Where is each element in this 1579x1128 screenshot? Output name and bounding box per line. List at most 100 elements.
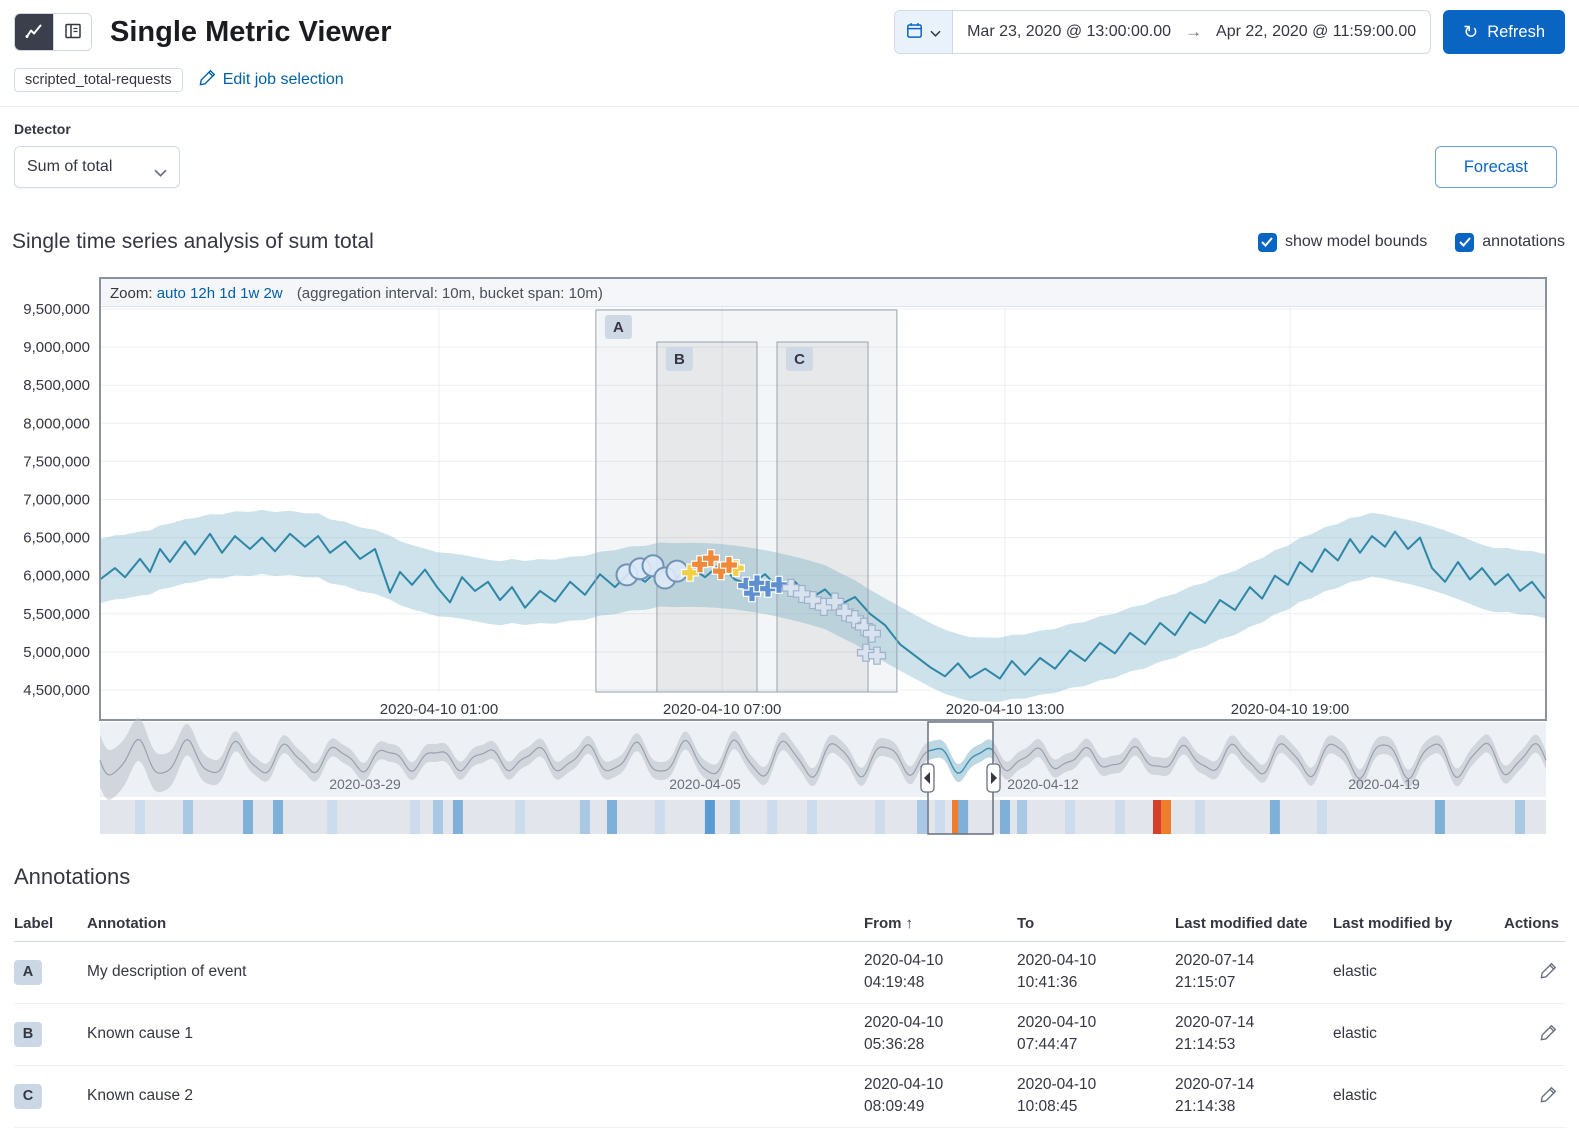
detector-label: Detector xyxy=(14,121,71,137)
show-model-bounds-label: show model bounds xyxy=(1284,233,1428,250)
swimlane-cell[interactable] xyxy=(1269,800,1280,834)
swimlane-cell[interactable] xyxy=(729,800,740,834)
anomaly-marker-cross[interactable] xyxy=(701,549,720,568)
swimlane-cell[interactable] xyxy=(1000,800,1010,834)
show-model-bounds-checkbox[interactable]: show model bounds xyxy=(1257,232,1428,252)
forecast-button[interactable]: Forecast xyxy=(1434,146,1557,188)
annotation-modified-by: elastic xyxy=(1333,963,1377,981)
swimlane-cell[interactable] xyxy=(807,800,817,834)
swimlane-cell[interactable] xyxy=(183,800,193,834)
swimlane-cell[interactable] xyxy=(1194,800,1205,834)
x-axis-label: 2020-04-10 13:00 xyxy=(946,701,1064,718)
brush-handle-right[interactable] xyxy=(986,763,1001,793)
context-axis-label: 2020-04-19 xyxy=(1348,776,1420,792)
zoom-option-12h[interactable]: 12h xyxy=(190,285,219,302)
zoom-label: Zoom: xyxy=(110,285,157,302)
annotation-row: B Known cause 1 2020-04-10 05:36:28 2020-04-… xyxy=(14,1004,1565,1066)
anomaly-marker-cross[interactable] xyxy=(719,555,739,575)
detector-select[interactable]: Sum of total xyxy=(14,146,180,188)
x-axis-label: 2020-04-10 19:00 xyxy=(1231,701,1349,718)
detector-section: Detector Sum of total Forecast xyxy=(0,107,1579,188)
annotation-badge-B[interactable] xyxy=(665,347,693,371)
anomaly-marker-cross[interactable] xyxy=(862,624,881,643)
swimlane-cell[interactable] xyxy=(273,800,283,834)
annotations-section: Annotations Label Annotation From ↑ To La… xyxy=(0,838,1579,1128)
zoom-option-2w[interactable]: 2w xyxy=(263,285,286,302)
annotation-region-B[interactable] xyxy=(656,342,757,692)
zoom-bar xyxy=(101,279,1545,306)
swimlane-cell[interactable] xyxy=(579,800,590,834)
anomaly-marker-cross[interactable] xyxy=(690,555,710,574)
pencil-icon xyxy=(1540,963,1557,982)
annotations-table: Label Annotation From ↑ To Last modified … xyxy=(14,906,1565,1128)
swimlane-cell[interactable] xyxy=(515,800,526,834)
swimlane-cell[interactable] xyxy=(452,800,463,834)
swimlane-cell[interactable] xyxy=(327,800,338,834)
edit-annotation-button[interactable] xyxy=(1538,960,1559,984)
annotation-to: 2020-04-10 10:08:45 xyxy=(1017,1075,1097,1116)
swimlane-cell[interactable] xyxy=(1515,800,1525,834)
annotation-label-badge: A xyxy=(14,959,42,985)
view-switcher xyxy=(14,13,92,51)
swimlane-cell[interactable] xyxy=(135,800,145,834)
calendar-icon xyxy=(906,22,923,42)
refresh-icon: ↻ xyxy=(1463,22,1479,42)
edit-annotation-button[interactable] xyxy=(1538,1022,1559,1046)
swimlane-cell[interactable] xyxy=(875,800,885,834)
swimlane-cell[interactable] xyxy=(1161,800,1171,834)
end-date-button[interactable]: Apr 22, 2020 @ 11:59:00.00 xyxy=(1202,23,1430,41)
anomaly-marker-cross[interactable] xyxy=(680,563,700,582)
annotation-text: Known cause 2 xyxy=(87,1087,193,1105)
zoom-option-auto[interactable]: auto xyxy=(157,285,190,302)
quick-select-button[interactable] xyxy=(895,11,954,53)
swimlane-cell[interactable] xyxy=(1017,800,1028,834)
swimlane-cell[interactable] xyxy=(935,800,945,834)
swimlane-cell[interactable] xyxy=(917,800,928,834)
swimlane-cell[interactable] xyxy=(1065,800,1075,834)
swimlane-cell[interactable] xyxy=(1153,800,1163,834)
swimlane-cell[interactable] xyxy=(1115,800,1125,834)
start-date-button[interactable]: Mar 23, 2020 @ 13:00:00.00 xyxy=(953,23,1185,41)
annotation-badge-A[interactable] xyxy=(604,315,632,339)
anomaly-explorer-view-button[interactable] xyxy=(53,14,91,50)
y-axis-label: 8,500,000 xyxy=(23,377,90,394)
annotation-region-A[interactable] xyxy=(595,310,897,692)
annotation-region-C[interactable] xyxy=(777,342,868,692)
zoom-option-1d[interactable]: 1d xyxy=(219,285,240,302)
job-selection-bar: scripted_total-requests Edit job selecti… xyxy=(0,60,1579,107)
annotations-checkbox[interactable]: annotations xyxy=(1455,232,1565,252)
swimlane-cell[interactable] xyxy=(958,800,969,834)
refresh-button[interactable]: ↻ Refresh xyxy=(1443,10,1565,54)
page-header: Single Metric Viewer Mar 23, 2020 @ 13:0… xyxy=(0,0,1579,60)
swimlane-cell[interactable] xyxy=(704,800,715,834)
annotation-modified-date: 2020-07-14 21:15:07 xyxy=(1175,952,1255,992)
swimlane-cell[interactable] xyxy=(433,800,443,834)
annotation-from: 2020-04-10 04:19:48 xyxy=(864,952,944,992)
edit-annotation-button[interactable] xyxy=(1538,1084,1559,1108)
swimlane-cell[interactable] xyxy=(410,800,420,834)
swimlane[interactable] xyxy=(100,800,1546,834)
annotations-checkbox-label: annotations xyxy=(1482,233,1565,250)
brush-handle-left[interactable] xyxy=(920,763,935,793)
svg-text:Zoom: auto 12h 1d 1w 2w (aggre: Zoom: auto 12h 1d 1w 2w (aggregation int… xyxy=(110,285,603,302)
annotations-table-header: Label Annotation From ↑ To Last modified … xyxy=(14,906,1565,942)
swimlane-cell[interactable] xyxy=(952,800,962,834)
annotation-badge-C[interactable] xyxy=(786,347,813,371)
y-axis-label: 5,500,000 xyxy=(23,606,90,623)
swimlane-cell[interactable] xyxy=(607,800,617,834)
swimlane-cell[interactable] xyxy=(1317,800,1327,834)
anomaly-marker-cross[interactable] xyxy=(867,646,887,665)
swimlane-cell[interactable] xyxy=(767,800,778,834)
col-from[interactable]: From ↑ xyxy=(864,915,913,932)
anomaly-marker-cross[interactable] xyxy=(711,562,730,581)
chevron-down-icon xyxy=(930,25,941,40)
swimlane-cell[interactable] xyxy=(243,800,253,834)
annotation-modified-date: 2020-07-14 21:14:38 xyxy=(1175,1075,1255,1116)
swimlane-cell[interactable] xyxy=(654,800,665,834)
zoom-option-1w[interactable]: 1w xyxy=(240,285,263,302)
single-metric-view-button[interactable] xyxy=(15,14,53,50)
annotation-row: A My description of event 2020-04-10 04:19:… xyxy=(14,942,1565,1004)
swimlane-cell[interactable] xyxy=(1434,800,1445,834)
x-axis-label: 2020-04-10 07:00 xyxy=(663,701,781,718)
edit-job-selection-link[interactable]: Edit job selection xyxy=(199,69,344,91)
